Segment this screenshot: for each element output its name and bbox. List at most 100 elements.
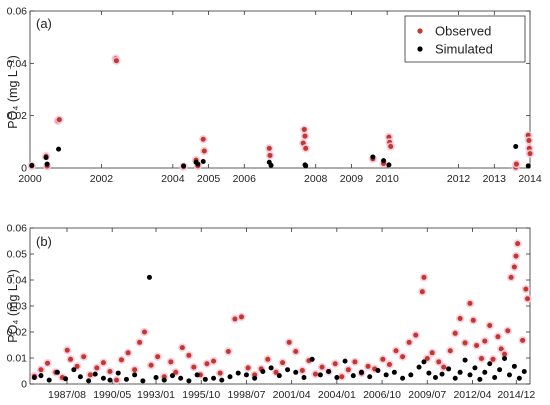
observed-point [293,349,299,354]
simulated-point [38,373,44,379]
simulated-point [342,358,348,364]
simulated-point [359,369,365,375]
observed-point [467,300,473,306]
y-tick-label: 0.04 [7,275,28,287]
panel-a: (a) PO₄ (mg L⁻¹) 00.020.040.06 2000 2002 2… [6,6,542,186]
observed-point [515,241,521,247]
observed-point [64,347,70,353]
observed-point [470,317,476,323]
observed-point [191,364,197,370]
y-tick-label: 0.01 [7,353,28,365]
observed-point [179,345,185,351]
simulated-point [194,372,200,378]
observed-point [452,330,458,336]
observed-point [155,354,161,360]
y-axis-label-b: PO₄ (mg L⁻¹) [6,269,20,343]
simulated-point [350,373,356,379]
simulated-point [383,372,389,378]
x-tick-label: 1995/10 [182,389,220,401]
x-tick-label: 2006 [233,173,257,185]
y-tick-label: 0.02 [7,110,28,122]
observed-point [429,350,435,356]
simulated-point [446,366,452,372]
observed-point [386,362,392,367]
simulated-point [432,375,438,380]
observed-point [204,361,210,367]
legend-observed-label: Observed [435,24,491,39]
simulated-point [115,370,121,376]
simulated-point [268,162,274,168]
observed-point [388,144,394,150]
simulated-point [169,373,175,379]
simulated-point [309,356,315,362]
simulated-point [146,274,152,280]
observed-point [186,352,192,358]
simulated-point [54,369,60,375]
observed-point [201,148,207,154]
y-tick-label: 0.04 [7,58,28,70]
observed-point [447,348,453,354]
y-tick-label: 0.05 [7,249,28,261]
simulated-point [56,146,62,152]
observed-point [137,339,143,345]
simulated-point [260,369,266,375]
observed-point [302,133,308,139]
observed-point [436,359,442,365]
y-tick-label: 0.06 [7,223,28,235]
observed-point [217,370,223,376]
plot-area-b [29,227,531,385]
simulated-point [516,375,522,381]
observed-point [267,152,273,158]
observed-point [527,151,533,157]
observed-point [352,359,358,365]
simulated-point [497,367,503,373]
simulated-point [268,365,274,371]
simulated-point [227,374,233,380]
observed-point [502,351,508,357]
observed-point [286,339,292,345]
observed-point [303,145,309,151]
simulated-point [31,375,37,380]
simulated-point [511,363,517,369]
observed-point [81,354,87,360]
x-tick-label: 2012 [447,173,471,185]
simulated-point [140,378,146,384]
observed-point [245,365,251,371]
observed-point [505,328,511,334]
observed-point [508,274,514,280]
simulated-point [326,369,332,375]
x-tick-label: 2008 [304,173,328,185]
simulated-point [391,369,397,375]
legend-box [404,15,526,63]
observed-point [474,343,480,349]
x-tick-label: 1990/05 [93,389,131,401]
simulated-point [521,369,527,375]
simulated-point [381,158,387,164]
simulated-point [452,375,458,381]
observed-point [301,127,307,133]
simulated-point [487,361,493,367]
observed-point [520,337,526,343]
x-tick-label: 2013 [483,173,507,185]
observed-point [211,358,217,364]
simulated-point [92,371,98,377]
observed-point [413,332,419,338]
observed-point [526,138,532,144]
x-tick-label: 1998/07 [227,389,265,401]
simulated-point [71,367,77,373]
x-tick-label: 2010 [375,173,399,185]
simulated-point [211,375,217,381]
x-tick-label: 2002 [90,173,114,185]
simulated-point [107,377,113,383]
observed-point [173,369,179,375]
observed-point [273,369,279,375]
simulated-point [186,378,192,384]
x-tick-label: 2009/07 [408,389,446,401]
observed-point [114,377,120,383]
simulated-point [63,376,69,382]
x-tick-label: 1987/08 [48,389,86,401]
simulated-point [439,371,445,377]
simulated-point [303,163,309,169]
observed-point [239,314,245,320]
observed-point [319,364,325,370]
